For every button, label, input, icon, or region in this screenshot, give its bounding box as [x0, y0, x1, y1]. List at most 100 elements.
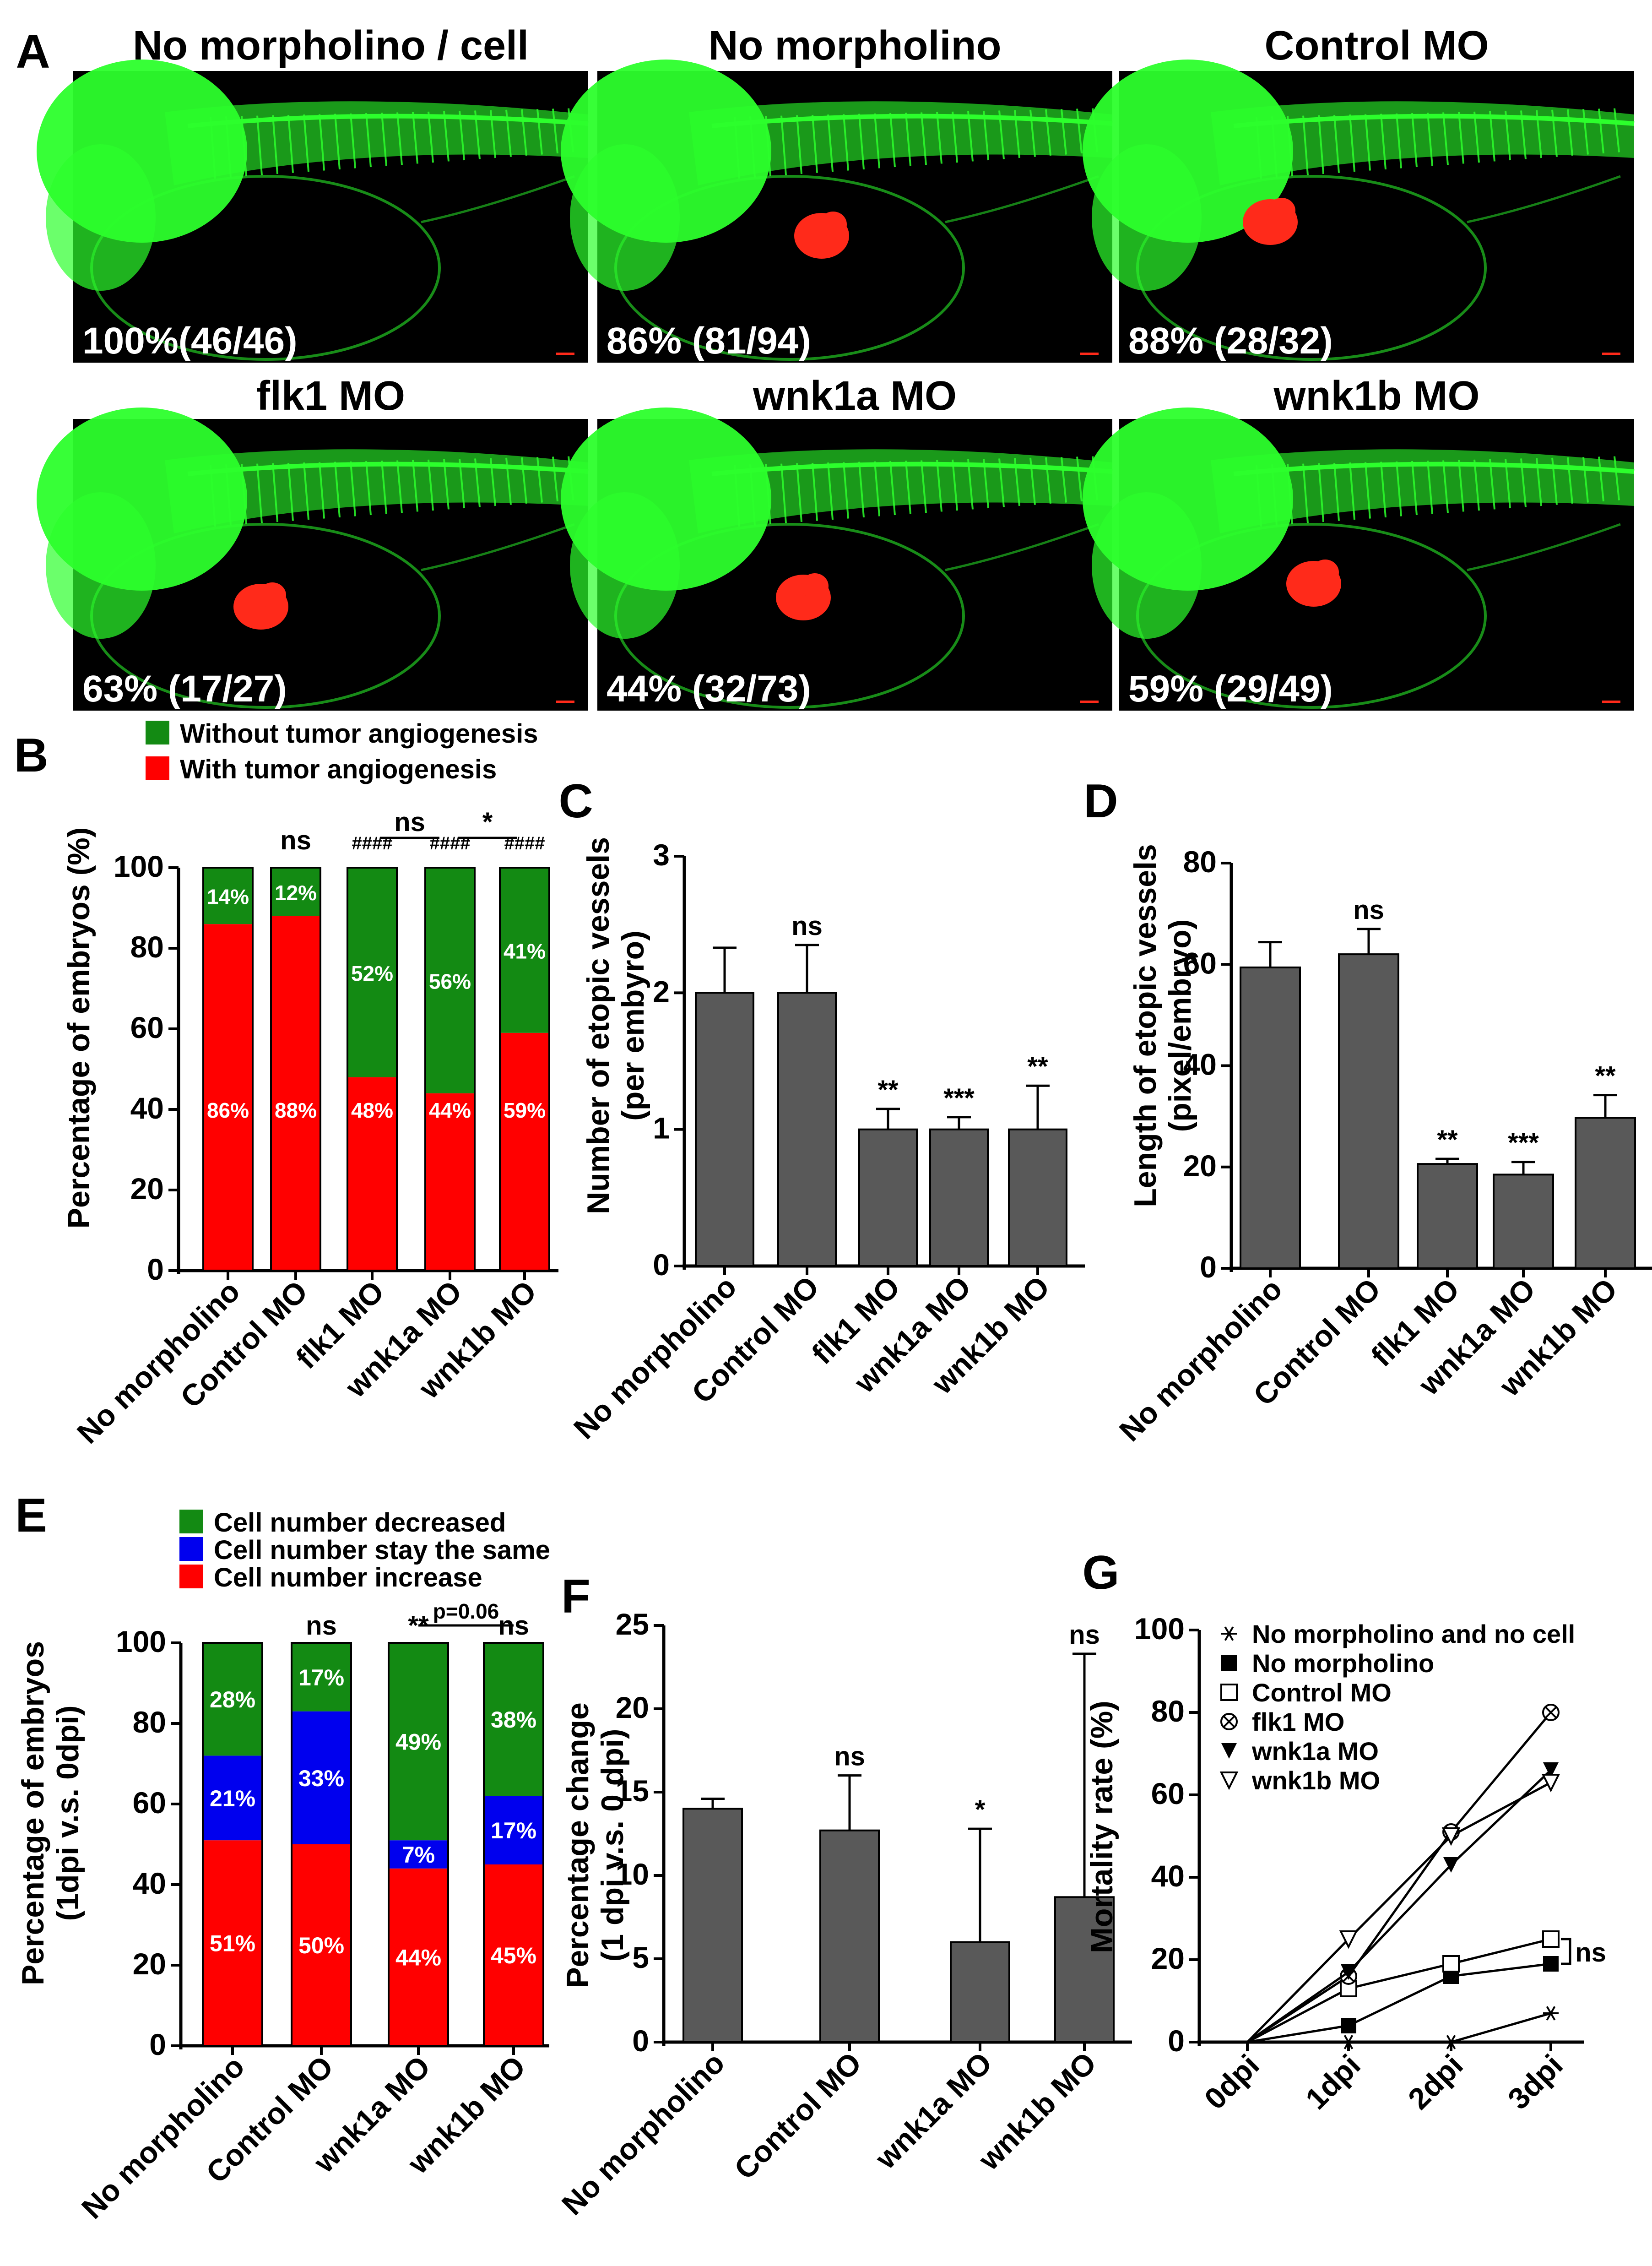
- intersegmental-vessel: [1302, 463, 1309, 523]
- bar-with-angiogenesis: [203, 924, 253, 1271]
- intersegmental-vessel: [428, 111, 434, 163]
- y-axis-label: Number of etopic vessels: [581, 837, 616, 1214]
- marker-star-stroke: [1224, 1626, 1234, 1641]
- intersegmental-vessel: [241, 116, 247, 177]
- yolk-extension: [945, 523, 1099, 571]
- micrograph-title: Control MO: [1265, 23, 1489, 69]
- intersegmental-vessel: [536, 456, 543, 503]
- legend-swatch: [146, 721, 169, 744]
- sig-label: ns: [791, 911, 823, 941]
- head-lower: [570, 144, 680, 291]
- data-label: 17%: [491, 1818, 536, 1843]
- head-lower: [46, 144, 156, 291]
- y-tick-label: 20: [130, 1172, 164, 1206]
- y-tick-label: 80: [130, 930, 164, 964]
- data-label: 88%: [275, 1098, 317, 1122]
- data-label: 59%: [504, 1098, 546, 1122]
- legend-label: Cell number increase: [214, 1563, 482, 1592]
- sig-label: ns: [834, 1742, 865, 1772]
- data-label: 33%: [298, 1766, 344, 1791]
- stacked-segment: [203, 1755, 262, 1841]
- intersegmental-vessel: [1333, 462, 1340, 521]
- intersegmental-vessel: [1045, 109, 1051, 156]
- intersegmental-vessel: [858, 114, 865, 170]
- trunk: [689, 449, 1112, 533]
- marker-star-stroke: [1546, 2006, 1556, 2021]
- yolk-extension: [945, 175, 1099, 223]
- bar-with-angiogenesis: [347, 1077, 397, 1271]
- micrograph-6: wnk1b MO 59% (29/49): [1083, 373, 1635, 711]
- sig-label: ***: [1508, 1128, 1539, 1158]
- intersegmental-vessel: [1076, 109, 1083, 154]
- micrograph-title: wnk1a MO: [753, 373, 957, 419]
- legend-label: wnk1b MO: [1251, 1766, 1380, 1795]
- intersegmental-vessel: [780, 115, 787, 175]
- bar-with-angiogenesis: [271, 916, 320, 1271]
- y-tick-label: 100: [114, 849, 164, 883]
- series-line: [1246, 1769, 1552, 2043]
- intersegmental-vessel: [1318, 115, 1324, 174]
- data-label: 14%: [207, 885, 249, 909]
- intersegmental-vessel: [428, 459, 434, 511]
- data-label: 52%: [351, 962, 393, 985]
- y-tick-label: 1: [653, 1111, 670, 1145]
- sig-label: ns: [280, 826, 311, 855]
- yolk-extension: [421, 175, 575, 223]
- yolk-outline: [1136, 175, 1487, 361]
- marker-cross: [1544, 1706, 1557, 1719]
- sig-label: **: [877, 1075, 899, 1105]
- sig-label: **: [1595, 1061, 1616, 1091]
- scale-bar: [1080, 353, 1099, 355]
- head-lower: [1092, 492, 1202, 639]
- marker-square-open: [1220, 1684, 1238, 1701]
- micrograph-caption: 100%(46/46): [82, 320, 298, 362]
- bar: [1493, 1174, 1554, 1269]
- sig-label: **: [1437, 1125, 1458, 1155]
- stacked-segment: [203, 1643, 262, 1756]
- marker-triangle-filled: [1221, 1743, 1237, 1759]
- bar: [1240, 966, 1301, 1269]
- bar: [682, 1808, 743, 2043]
- y-tick-label: 100: [116, 1625, 166, 1658]
- intersegmental-vessel: [1287, 464, 1293, 525]
- y-tick-label: 0: [149, 2027, 166, 2061]
- intersegmental-vessel: [734, 116, 740, 179]
- y-tick-label: 25: [616, 1607, 649, 1641]
- y-axis-label: Length of etopic vessels: [1128, 844, 1163, 1207]
- intersegmental-vessel: [474, 110, 481, 159]
- sig-bracket-label: p=0.06: [433, 1599, 499, 1623]
- marker-triangle-filled: [1443, 1857, 1459, 1873]
- intersegmental-vessel: [1489, 111, 1495, 162]
- legend-swatch: [146, 756, 169, 780]
- intersegmental-vessel: [921, 112, 927, 165]
- intersegmental-vessel: [210, 464, 216, 527]
- intersegmental-vessel: [1302, 115, 1309, 175]
- intersegmental-vessel: [1489, 459, 1495, 510]
- sig-label: ns: [1069, 1620, 1100, 1650]
- intersegmental-vessel: [905, 113, 911, 166]
- scale-bar: [1080, 701, 1099, 703]
- sig-bracket: [1561, 1938, 1571, 1965]
- intersegmental-vessel: [967, 111, 974, 162]
- intersegmental-vessel: [334, 462, 341, 518]
- yolk-extension: [421, 523, 575, 571]
- intersegmental-vessel: [796, 115, 802, 174]
- sig-label: ns: [394, 807, 425, 837]
- y-axis-label: Percentage of embryos: [16, 1641, 50, 1985]
- intersegmental-vessel: [412, 112, 418, 164]
- y-tick-label: 15: [616, 1774, 649, 1808]
- data-label: 45%: [491, 1943, 536, 1968]
- intersegmental-vessel: [1520, 110, 1527, 159]
- data-label: 51%: [210, 1931, 255, 1956]
- intersegmental-vessel: [1061, 456, 1067, 503]
- y-axis-label: Percentage change: [560, 1702, 595, 1988]
- intersegmental-vessel: [319, 114, 325, 171]
- marker-square-open: [1542, 1930, 1560, 1948]
- micrograph-2: No morpholino 86% (81/94): [561, 23, 1113, 363]
- intersegmental-vessel: [921, 460, 927, 513]
- intersegmental-vessel: [1536, 110, 1542, 158]
- marker-square-open: [1442, 1955, 1460, 1973]
- yolk-outline: [614, 175, 965, 361]
- intersegmental-vessel: [474, 458, 481, 507]
- stacked-segment: [292, 1711, 351, 1844]
